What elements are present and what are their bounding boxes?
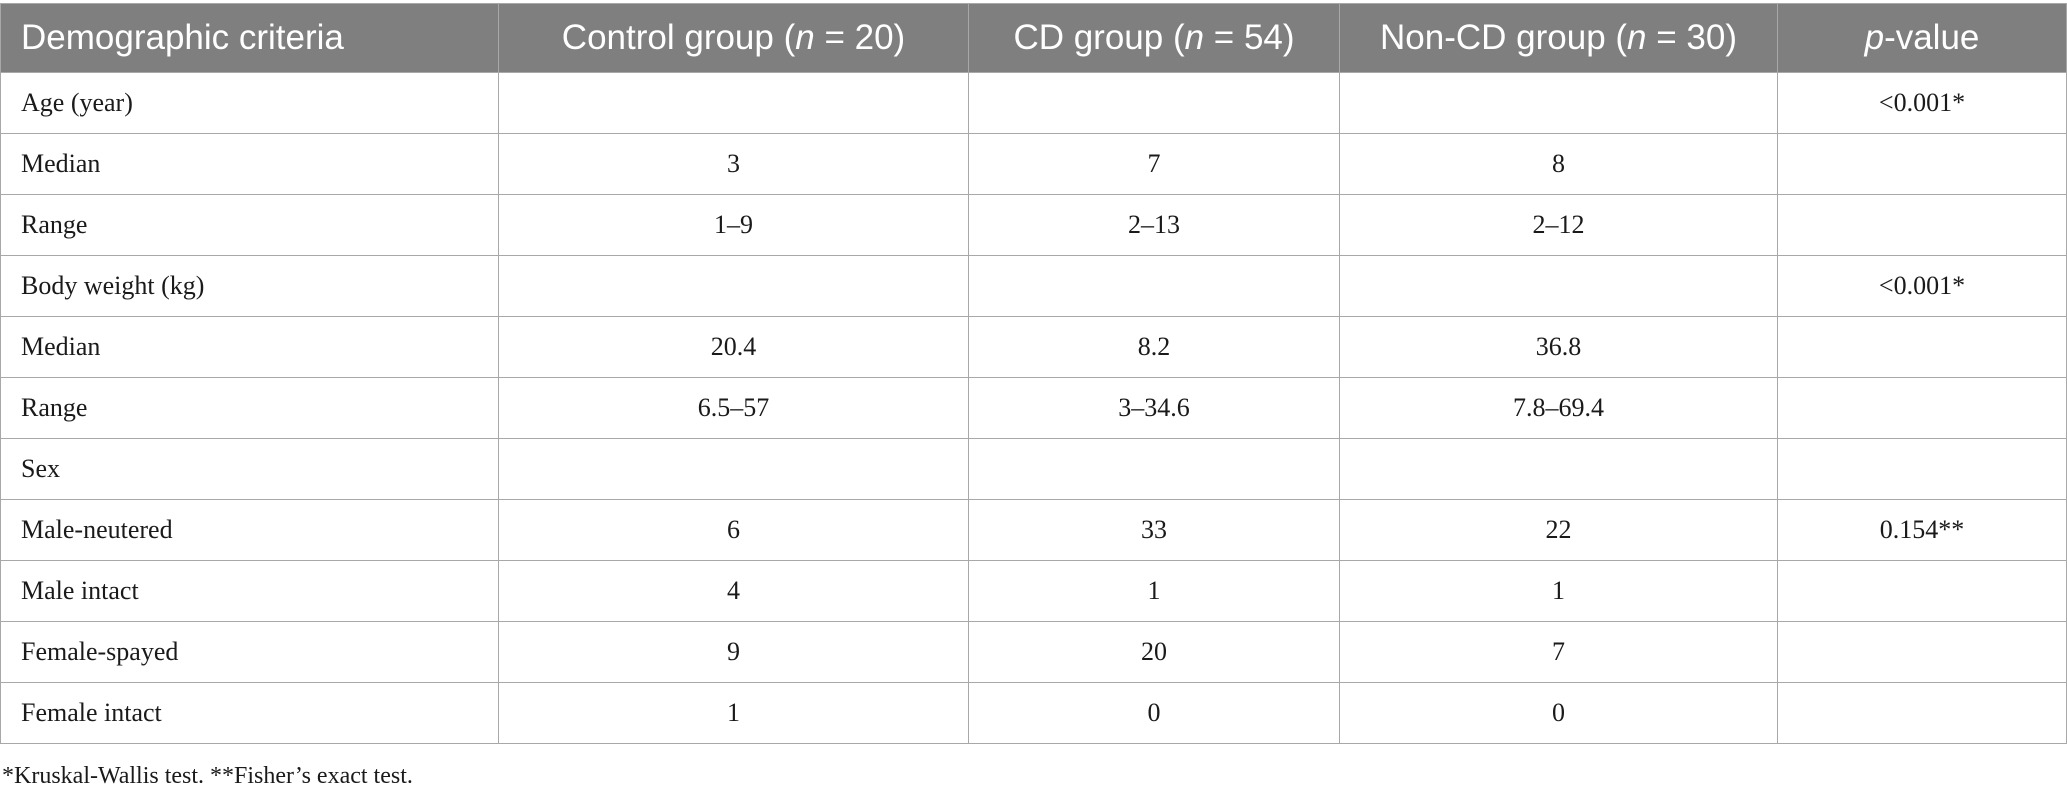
table-row: Median 20.4 8.2 36.8	[0, 316, 2067, 378]
header-demographic-criteria: Demographic criteria	[0, 3, 499, 73]
table-row: Body weight (kg) <0.001*	[0, 255, 2067, 317]
header-control-group: Control group (n = 20)	[498, 3, 969, 73]
non-cd-group-cell: 7.8–69.4	[1339, 377, 1778, 439]
header-text: = 30)	[1646, 18, 1737, 57]
cd-group-cell	[968, 438, 1340, 500]
row-label: Range	[0, 194, 499, 256]
header-text: CD group (	[1013, 18, 1185, 57]
p-value-cell	[1777, 194, 2067, 256]
control-group-cell	[498, 72, 969, 134]
control-group-cell: 6.5–57	[498, 377, 969, 439]
row-label: Male intact	[0, 560, 499, 622]
header-italic-p: p	[1864, 18, 1885, 57]
row-label: Age (year)	[0, 72, 499, 134]
table-row: Median 3 7 8	[0, 133, 2067, 195]
header-text: = 54)	[1204, 18, 1295, 57]
header-non-cd-group: Non-CD group (n = 30)	[1339, 3, 1778, 73]
control-group-cell: 1–9	[498, 194, 969, 256]
header-text: Non-CD group (	[1380, 18, 1628, 57]
p-value-cell	[1777, 560, 2067, 622]
p-value-cell: <0.001*	[1777, 72, 2067, 134]
header-cd-group: CD group (n = 54)	[968, 3, 1340, 73]
table-row: Female-spayed 9 20 7	[0, 621, 2067, 683]
header-text: = 20)	[814, 18, 906, 57]
control-group-cell	[498, 255, 969, 317]
table-row: Male intact 4 1 1	[0, 560, 2067, 622]
p-value-cell: <0.001*	[1777, 255, 2067, 317]
non-cd-group-cell	[1339, 72, 1778, 134]
cd-group-cell: 33	[968, 499, 1340, 561]
table-row: Range 6.5–57 3–34.6 7.8–69.4	[0, 377, 2067, 439]
non-cd-group-cell: 7	[1339, 621, 1778, 683]
cd-group-cell: 3–34.6	[968, 377, 1340, 439]
non-cd-group-cell: 22	[1339, 499, 1778, 561]
header-italic-n: n	[1184, 18, 1205, 57]
cd-group-cell: 1	[968, 560, 1340, 622]
p-value-cell: 0.154**	[1777, 499, 2067, 561]
demographics-table: Demographic criteria Control group (n = …	[0, 3, 2067, 744]
row-label: Female intact	[0, 682, 499, 744]
p-value-cell	[1777, 621, 2067, 683]
row-label: Male-neutered	[0, 499, 499, 561]
header-italic-n: n	[795, 18, 815, 57]
non-cd-group-cell: 0	[1339, 682, 1778, 744]
non-cd-group-cell	[1339, 438, 1778, 500]
cd-group-cell	[968, 255, 1340, 317]
cd-group-cell	[968, 72, 1340, 134]
non-cd-group-cell: 36.8	[1339, 316, 1778, 378]
table-header: Demographic criteria Control group (n = …	[0, 3, 2067, 73]
p-value-cell	[1777, 316, 2067, 378]
demographics-table-container: Demographic criteria Control group (n = …	[0, 3, 2067, 744]
cd-group-cell: 7	[968, 133, 1340, 195]
non-cd-group-cell: 2–12	[1339, 194, 1778, 256]
p-value-cell	[1777, 133, 2067, 195]
cd-group-cell: 20	[968, 621, 1340, 683]
table-footnote: *Kruskal-Wallis test. **Fisher’s exact t…	[2, 763, 413, 789]
p-value-cell	[1777, 438, 2067, 500]
control-group-cell: 3	[498, 133, 969, 195]
non-cd-group-cell	[1339, 255, 1778, 317]
row-label: Median	[0, 316, 499, 378]
control-group-cell: 4	[498, 560, 969, 622]
control-group-cell: 20.4	[498, 316, 969, 378]
table-row: Sex	[0, 438, 2067, 500]
row-label: Female-spayed	[0, 621, 499, 683]
table-row: Male-neutered 6 33 22 0.154**	[0, 499, 2067, 561]
header-text: -value	[1884, 18, 1980, 57]
table-body: Age (year) <0.001* Median 3 7 8 Range 1–…	[0, 72, 2067, 744]
table-row: Female intact 1 0 0	[0, 682, 2067, 744]
row-label: Range	[0, 377, 499, 439]
table-row: Age (year) <0.001*	[0, 72, 2067, 134]
cd-group-cell: 8.2	[968, 316, 1340, 378]
row-label: Body weight (kg)	[0, 255, 499, 317]
control-group-cell	[498, 438, 969, 500]
p-value-cell	[1777, 682, 2067, 744]
non-cd-group-cell: 1	[1339, 560, 1778, 622]
cd-group-cell: 0	[968, 682, 1340, 744]
row-label: Median	[0, 133, 499, 195]
p-value-cell	[1777, 377, 2067, 439]
header-text: Control group (	[561, 18, 796, 57]
header-italic-n: n	[1627, 18, 1647, 57]
non-cd-group-cell: 8	[1339, 133, 1778, 195]
control-group-cell: 6	[498, 499, 969, 561]
header-text: Demographic criteria	[21, 18, 344, 57]
control-group-cell: 1	[498, 682, 969, 744]
control-group-cell: 9	[498, 621, 969, 683]
row-label: Sex	[0, 438, 499, 500]
cd-group-cell: 2–13	[968, 194, 1340, 256]
header-row: Demographic criteria Control group (n = …	[0, 3, 2067, 73]
table-row: Range 1–9 2–13 2–12	[0, 194, 2067, 256]
header-p-value: p-value	[1777, 3, 2067, 73]
